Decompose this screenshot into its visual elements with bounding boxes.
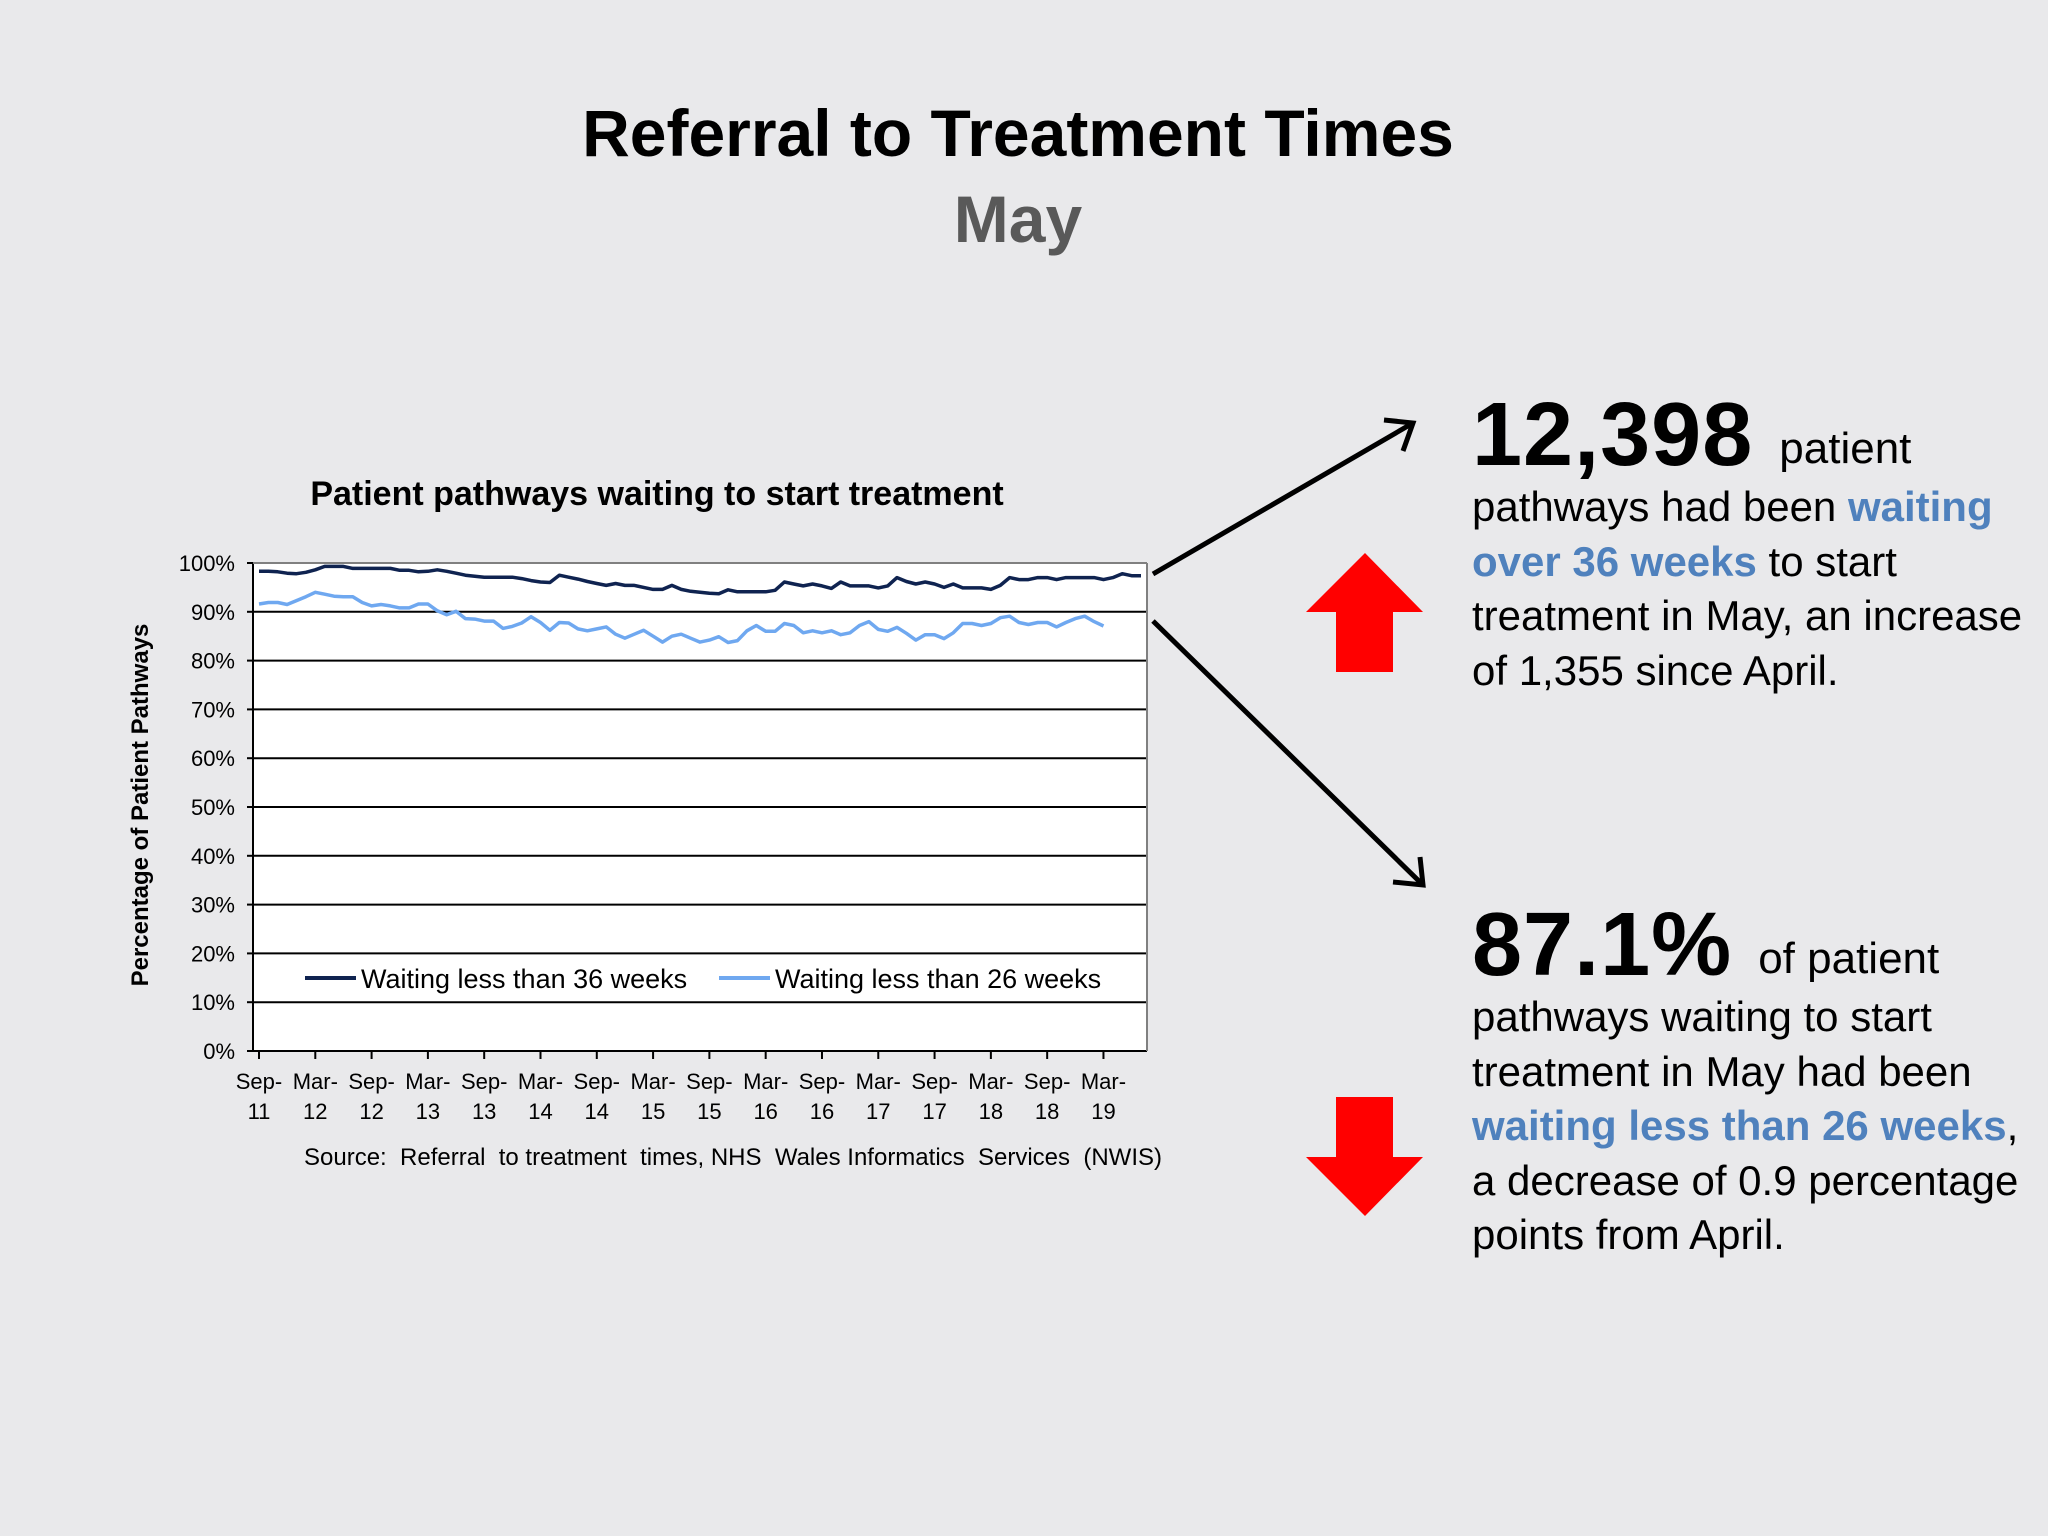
stat-big-suffix: of patient: [1758, 933, 1940, 983]
page-title: Referral to Treatment Times: [582, 96, 1454, 170]
chart-title: Patient pathways waiting to start treatm…: [310, 475, 1003, 513]
x-tick-label: Mar-: [293, 1069, 338, 1094]
x-tick-label: 16: [810, 1099, 834, 1124]
x-tick-label: Sep-: [911, 1069, 957, 1094]
stat-text-end: to start treatment in May, an increase o…: [1472, 537, 2023, 694]
x-tick-label: Mar-: [968, 1069, 1013, 1094]
x-tick-label: 17: [922, 1099, 946, 1124]
y-tick-label: 90%: [191, 600, 235, 625]
y-tick-label: 60%: [191, 746, 235, 771]
stat-highlight: waiting less than 26 weeks: [1472, 1102, 2007, 1149]
y-tick-label: 80%: [191, 649, 235, 674]
y-tick-label: 50%: [191, 795, 235, 820]
x-tick-label: Mar-: [518, 1069, 563, 1094]
x-tick-label: 15: [641, 1099, 665, 1124]
x-tick-label: 14: [528, 1099, 552, 1124]
legend: Waiting less than 36 weeks Waiting less t…: [305, 964, 1101, 994]
y-tick-label: 30%: [191, 893, 235, 918]
x-tick-label: 12: [303, 1099, 327, 1124]
y-tick-label: 20%: [191, 941, 235, 966]
y-tick-label: 10%: [191, 990, 235, 1015]
gridlines: [252, 562, 1148, 1052]
stat-highlight: waiting over 36 weeks: [1472, 483, 1993, 585]
x-tick-label: 17: [866, 1099, 890, 1124]
increase-arrow-icon: [1306, 553, 1423, 672]
x-tick-label: Sep-: [461, 1069, 507, 1094]
stat-waiting-over-36-weeks: 12,398 patient pathways had been waiting…: [1472, 384, 2032, 698]
pointer-arrow-down: [1151, 619, 1426, 888]
stat-text: pathways waiting to start treatment in M…: [1472, 993, 1972, 1095]
stat-big-number: 12,398: [1472, 385, 1754, 485]
x-tick-label: 13: [472, 1099, 496, 1124]
stat-waiting-less-26-weeks: 87.1% of patient pathways waiting to sta…: [1472, 894, 2032, 1263]
y-tick-label: 100%: [179, 551, 235, 576]
series-lines: [258, 564, 1141, 645]
stat-big-suffix: patient: [1779, 423, 1912, 473]
x-tick-label: 15: [697, 1099, 721, 1124]
legend-label: Waiting less than 36 weeks: [361, 964, 687, 994]
y-tick-label: 70%: [191, 697, 235, 722]
x-tick-label: Mar-: [743, 1069, 788, 1094]
x-tick-label: 16: [753, 1099, 777, 1124]
stat-big-number: 87.1%: [1472, 895, 1733, 995]
page-subtitle: May: [953, 182, 1083, 256]
x-tick-label: 18: [1035, 1099, 1059, 1124]
x-tick-label: 11: [248, 1099, 271, 1124]
chart-source: Source: Referral to treatment times, NHS…: [304, 1144, 1162, 1171]
x-axis-ticks: Sep- 11 Mar- 12 Sep- 12 Mar- 13 Sep- 13 Mar- 14 Sep-…: [236, 1051, 1126, 1124]
x-tick-label: Mar-: [856, 1069, 901, 1094]
pointer-arrow-up: [1151, 417, 1417, 577]
x-tick-label: Sep-: [574, 1069, 620, 1094]
x-tick-label: Mar-: [405, 1069, 450, 1094]
y-tick-label: 0%: [203, 1039, 235, 1064]
x-tick-label: 12: [359, 1099, 383, 1124]
x-tick-label: 18: [979, 1099, 1003, 1124]
decrease-arrow-icon: [1306, 1097, 1423, 1216]
y-axis-ticks: 0% 10% 20% 30% 40% 50% 60% 70% 80% 90% 100%: [179, 551, 253, 1064]
series-line-36-weeks: [259, 564, 1141, 596]
stat-text: pathways had been: [1472, 483, 1837, 530]
series-line-26-weeks: [258, 590, 1105, 645]
x-tick-label: Sep-: [686, 1069, 732, 1094]
x-tick-label: Sep-: [348, 1069, 394, 1094]
legend-label: Waiting less than 26 weeks: [775, 964, 1101, 994]
x-tick-label: 13: [416, 1099, 440, 1124]
x-tick-label: Mar-: [1081, 1069, 1126, 1094]
y-axis-label: Percentage of Patient Pathways: [127, 624, 154, 987]
x-tick-label: Mar-: [630, 1069, 675, 1094]
x-tick-label: Sep-: [1024, 1069, 1070, 1094]
x-tick-label: 19: [1091, 1099, 1115, 1124]
x-tick-label: 14: [585, 1099, 609, 1124]
y-tick-label: 40%: [191, 844, 235, 869]
x-tick-label: Sep-: [799, 1069, 845, 1094]
stat-text-end: , a decrease of 0.9 percentage points fr…: [1472, 1102, 2019, 1258]
x-tick-label: Sep-: [236, 1069, 282, 1094]
